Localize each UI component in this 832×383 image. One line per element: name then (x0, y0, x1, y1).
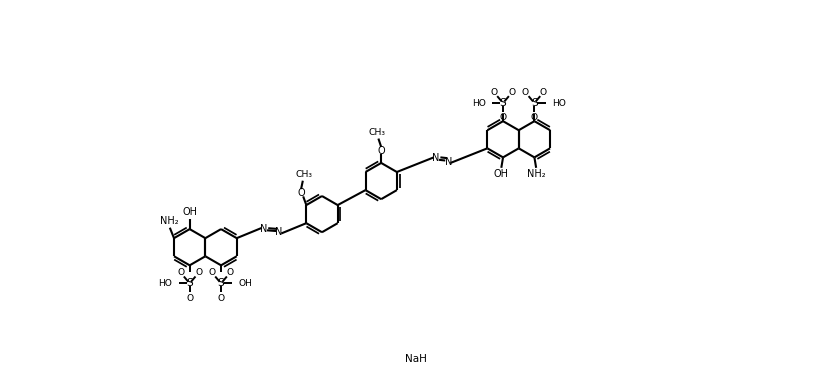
Text: CH₃: CH₃ (295, 170, 312, 179)
Text: NH₂: NH₂ (160, 216, 178, 226)
Text: O: O (491, 88, 498, 97)
Text: O: O (499, 113, 507, 122)
Text: O: O (540, 88, 547, 97)
Text: S: S (218, 278, 225, 288)
Text: S: S (531, 98, 537, 108)
Text: O: O (297, 188, 305, 198)
Text: S: S (500, 98, 507, 108)
Text: NH₂: NH₂ (527, 169, 546, 179)
Text: O: O (522, 88, 529, 97)
Text: N: N (432, 154, 439, 164)
Text: O: O (217, 293, 225, 303)
Text: O: O (177, 268, 185, 277)
Text: S: S (186, 278, 193, 288)
Text: N: N (275, 228, 283, 237)
Text: O: O (226, 268, 234, 277)
Text: NaH: NaH (405, 354, 427, 363)
Text: O: O (378, 146, 385, 156)
Text: O: O (186, 293, 193, 303)
Text: O: O (195, 268, 202, 277)
Text: OH: OH (239, 279, 252, 288)
Text: O: O (531, 113, 538, 122)
Text: O: O (508, 88, 516, 97)
Text: OH: OH (494, 169, 509, 179)
Text: HO: HO (552, 98, 566, 108)
Text: OH: OH (182, 207, 197, 218)
Text: N: N (444, 157, 452, 167)
Text: N: N (260, 224, 268, 234)
Text: O: O (209, 268, 215, 277)
Text: HO: HO (158, 279, 171, 288)
Text: HO: HO (472, 98, 486, 108)
Text: CH₃: CH₃ (369, 128, 385, 137)
